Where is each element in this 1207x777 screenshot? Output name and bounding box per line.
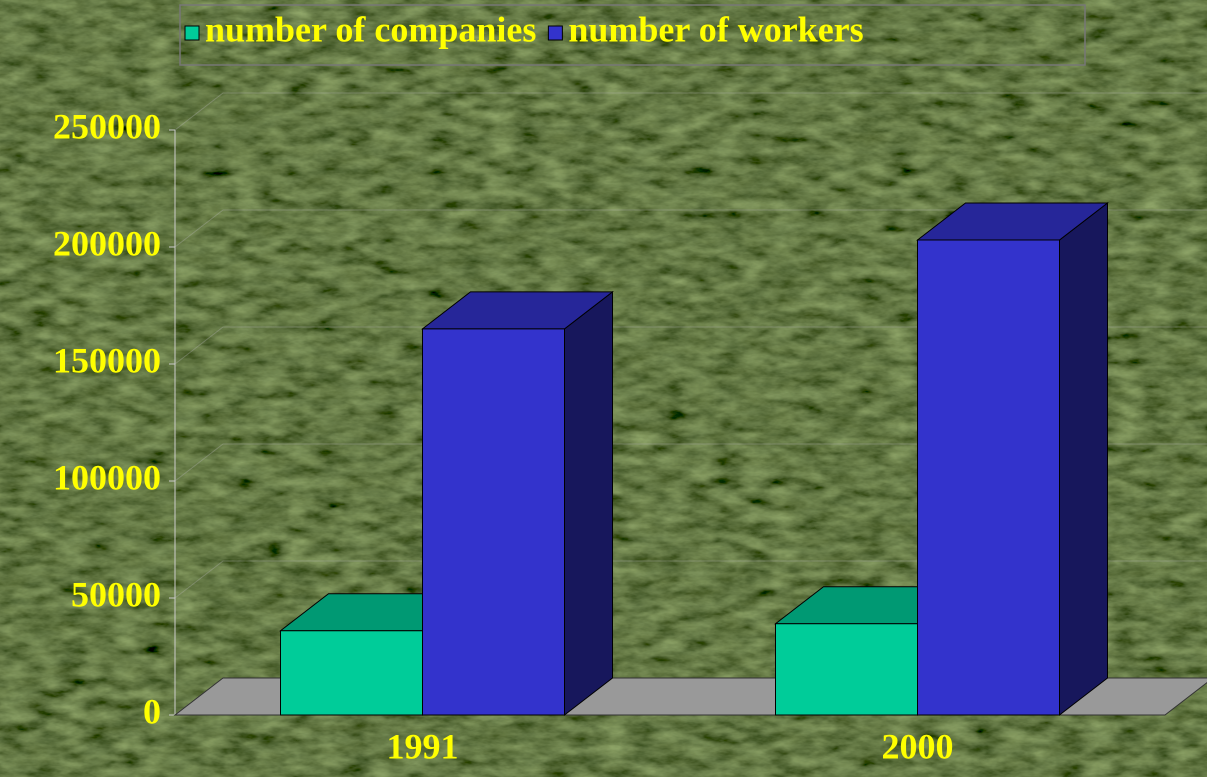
grid-line <box>174 560 1207 599</box>
bar-side <box>564 290 613 717</box>
legend: number of companies number of workers <box>179 4 1086 66</box>
bar-front <box>422 328 565 716</box>
bar-front <box>917 239 1060 716</box>
y-tick-label: 0 <box>143 691 161 731</box>
x-tick-label: 2000 <box>882 726 954 766</box>
y-tick-label: 100000 <box>53 457 161 497</box>
y-tick-label: 150000 <box>53 340 161 380</box>
y-tick-label: 50000 <box>71 574 161 614</box>
legend-box <box>179 4 1086 66</box>
grid-line <box>174 209 1207 248</box>
x-tick-label: 1991 <box>387 726 459 766</box>
legend-label: number of companies <box>205 9 536 49</box>
bar-front <box>775 623 918 716</box>
y-tick-label: 250000 <box>53 106 161 146</box>
bar-side <box>1059 201 1108 717</box>
legend-label: number of workers <box>568 9 863 49</box>
legend-swatch <box>184 25 200 41</box>
grid-line <box>174 326 1207 365</box>
bar <box>421 290 614 717</box>
legend-swatch <box>547 25 563 41</box>
bar-front <box>280 630 423 716</box>
bar <box>916 201 1109 717</box>
grid-line <box>174 92 1207 131</box>
y-tick-label: 200000 <box>53 223 161 263</box>
grid-line <box>174 443 1207 482</box>
